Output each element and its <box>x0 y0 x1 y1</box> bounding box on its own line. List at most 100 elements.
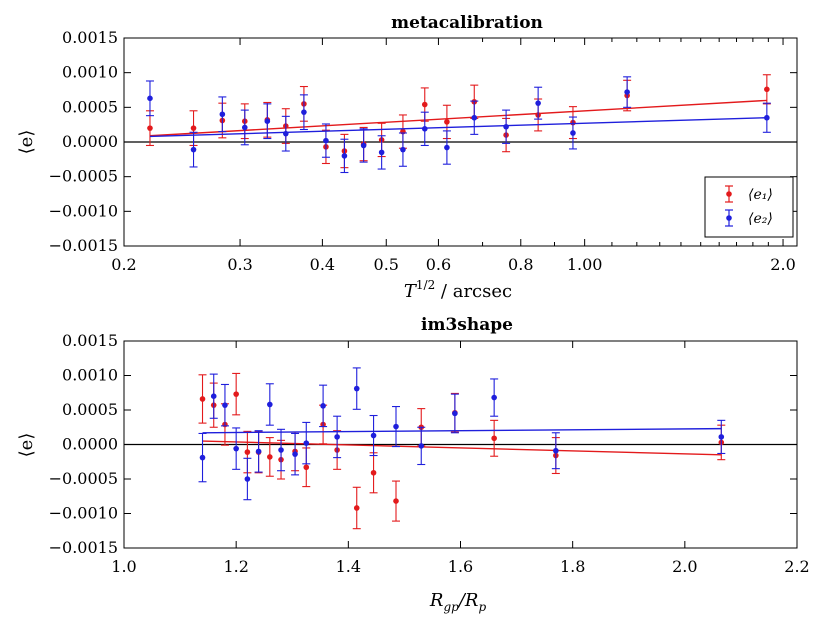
fit-line-e1 <box>149 99 767 137</box>
data-point-e1 <box>353 505 360 511</box>
data-point-e2 <box>370 432 377 439</box>
x-tick-label: 0.5 <box>374 255 399 274</box>
data-point-e2 <box>233 445 239 452</box>
data-point-e1 <box>444 119 450 125</box>
y-tick-label: 0.0000 <box>62 435 118 454</box>
data-point-e1 <box>393 498 399 504</box>
y-tick-label: 0.0015 <box>62 28 118 47</box>
y-tick-label: 0.0015 <box>62 331 118 350</box>
x-tick-label: 2.0 <box>672 557 697 576</box>
x-tick-label: 1.4 <box>336 557 361 576</box>
data-point-e1 <box>233 391 239 397</box>
data-point-e2 <box>535 100 541 106</box>
y-axis-label-bottom: ⟨e⟩ <box>16 433 37 458</box>
x-label-suffix: / arcsec <box>435 281 512 302</box>
data-point-e2 <box>320 403 326 409</box>
legend-box <box>704 176 794 238</box>
data-point-e2 <box>360 142 367 149</box>
data-point-e2 <box>199 454 206 461</box>
x-axis-label-top: T1/2 / arcsec <box>404 278 512 302</box>
data-point-e2 <box>418 443 425 449</box>
data-point-e2 <box>283 130 289 137</box>
x-label-main: R <box>429 590 444 611</box>
fit-line-e2 <box>202 427 722 434</box>
data-point-e2 <box>323 137 329 144</box>
data-point-e1 <box>244 449 251 455</box>
data-point-e2 <box>341 153 348 159</box>
data-point-e2 <box>278 447 284 453</box>
data-point-e2 <box>244 476 251 482</box>
data-point-e2 <box>147 95 153 102</box>
data-point-e2 <box>255 448 262 455</box>
data-point-e2 <box>222 402 228 408</box>
fit-line-e1 <box>202 440 722 456</box>
data-point-e2 <box>303 440 310 446</box>
data-point-e1 <box>370 469 377 476</box>
y-tick-label: −0.0005 <box>49 469 118 488</box>
data-point-e2 <box>444 144 450 151</box>
data-point-e1 <box>199 396 206 402</box>
x-tick-label: 1.6 <box>448 557 473 576</box>
plot-area-top: 0.0015 0.0010 0.0005 0.0000 −0.0005 −0.0010 −0… <box>49 28 798 274</box>
legend-marker-e1 <box>726 191 732 197</box>
x-tick-label: 0.2 <box>111 255 136 274</box>
panel-title-metacalibration: metacalibration <box>391 13 543 33</box>
x-label-main: T <box>404 281 418 302</box>
data-point-e2 <box>353 385 360 392</box>
data-point-e2 <box>301 109 307 115</box>
data-point-e2 <box>378 149 385 156</box>
y-tick-label: −0.0010 <box>49 504 118 523</box>
legend-entry-e2: ⟨e₂⟩ <box>725 209 773 227</box>
data-point-e1 <box>303 464 310 471</box>
data-point-e2 <box>471 114 478 121</box>
data-point-e2 <box>503 123 509 130</box>
y-tick-label: −0.0015 <box>49 236 118 255</box>
data-point-e1 <box>764 86 770 93</box>
data-point-e2 <box>491 394 497 401</box>
x-label-sub2: p <box>478 600 486 614</box>
x-tick-label: 0.3 <box>227 255 252 274</box>
data-point-e2 <box>241 124 248 131</box>
legend-label-e2: ⟨e₂⟩ <box>748 211 773 227</box>
x-tick-label: 0.6 <box>426 255 451 274</box>
x-tick-label: 1.8 <box>560 557 585 576</box>
data-point-e2 <box>264 118 271 124</box>
x-label-sup: 1/2 <box>416 278 435 292</box>
x-tick-label: 1.2 <box>223 557 248 576</box>
data-point-e2 <box>210 393 217 400</box>
panel-metacalibration: metacalibration ⟨e⟩ T1/2 / arcsec 0.0015… <box>16 13 798 302</box>
data-point-e1 <box>147 125 153 131</box>
data-point-e2 <box>570 130 576 136</box>
data-point-e2 <box>334 434 340 440</box>
y-tick-label: −0.0005 <box>49 167 118 186</box>
x-label-sub1: gp <box>443 600 459 614</box>
data-point-e2 <box>718 434 725 440</box>
plot-area-bottom: 0.0015 0.0010 0.0005 0.0000 −0.0005 −0.0010 −0… <box>49 331 810 576</box>
x-tick-label: 2.0 <box>770 255 795 274</box>
data-point-e2 <box>452 410 458 417</box>
data-point-e1 <box>491 435 497 442</box>
y-tick-label: 0.0010 <box>62 366 118 385</box>
data-point-e2 <box>267 401 273 408</box>
x-axis-label-bottom: Rgp/Rp <box>429 590 487 614</box>
data-point-e2 <box>421 126 428 132</box>
y-tick-label: 0.0000 <box>62 132 118 151</box>
data-point-e2 <box>393 423 399 430</box>
y-tick-label: 0.0005 <box>62 97 118 116</box>
data-point-e2 <box>764 114 770 121</box>
x-label-mid: /R <box>457 590 479 611</box>
panel-im3shape: im3shape ⟨e⟩ Rgp/Rp 0.00150.00100.00050.… <box>16 315 810 614</box>
y-axis-label-top: ⟨e⟩ <box>16 130 37 155</box>
legend-entry-e1: ⟨e₁⟩ <box>725 185 773 203</box>
y-tick-label: 0.0005 <box>62 400 118 419</box>
x-tick-label: 1.0 <box>111 557 136 576</box>
y-tick-label: −0.0010 <box>49 201 118 220</box>
y-tick-label: 0.0010 <box>62 63 118 82</box>
data-point-e1 <box>190 125 197 131</box>
data-point-e2 <box>219 111 226 118</box>
data-point-e2 <box>292 451 298 457</box>
legend-marker-e2 <box>726 215 732 221</box>
data-point-e2 <box>190 146 197 153</box>
x-tick-label: 1.00 <box>567 255 603 274</box>
